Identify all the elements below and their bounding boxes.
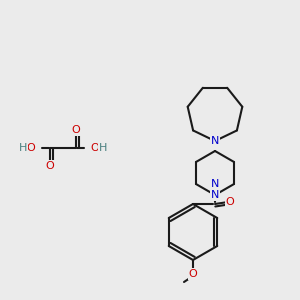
Text: O: O <box>27 143 35 153</box>
Text: N: N <box>211 179 219 189</box>
Text: H: H <box>19 143 27 153</box>
Text: N: N <box>211 136 219 146</box>
Text: O: O <box>189 269 197 279</box>
Text: O: O <box>91 143 99 153</box>
Text: O: O <box>46 161 54 171</box>
Text: N: N <box>211 190 219 200</box>
Text: H: H <box>99 143 107 153</box>
Text: O: O <box>226 197 234 207</box>
Text: O: O <box>72 125 80 135</box>
